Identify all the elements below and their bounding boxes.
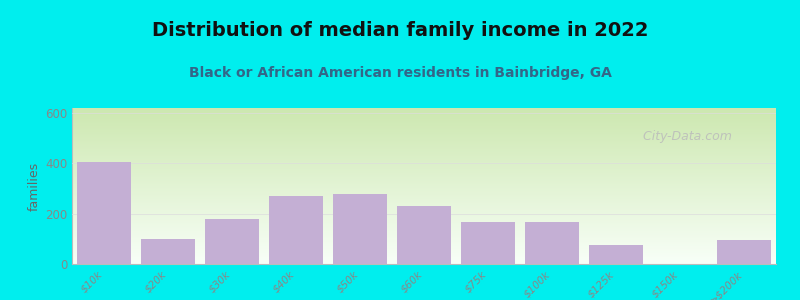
Bar [205,219,259,264]
Bar [589,245,643,264]
Text: City-Data.com: City-Data.com [635,130,732,142]
Bar [77,162,131,264]
Bar [333,194,387,264]
Bar [141,239,195,264]
Bar [717,240,771,264]
Y-axis label: families: families [28,161,41,211]
Bar [461,223,515,264]
Bar [525,223,579,264]
Text: Distribution of median family income in 2022: Distribution of median family income in … [152,21,648,40]
Bar [397,206,451,264]
Bar [269,196,323,264]
Text: Black or African American residents in Bainbridge, GA: Black or African American residents in B… [189,66,611,80]
